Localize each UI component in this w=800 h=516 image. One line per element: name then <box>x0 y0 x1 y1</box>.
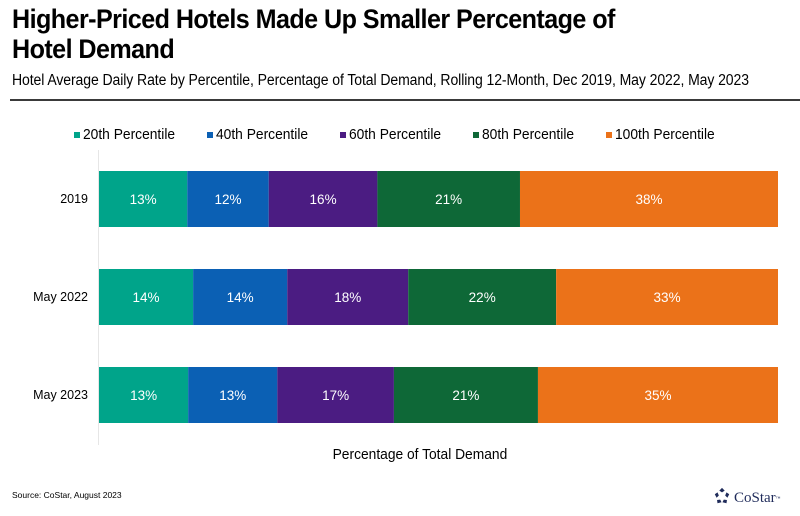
costar-logo-tm: ™ <box>775 495 781 502</box>
legend-swatch-60th <box>340 131 346 138</box>
data-label-may-2023-100th-percentile: 35% <box>644 388 671 403</box>
bar-segment-may-2023-40th-percentile <box>188 367 278 423</box>
legend-swatch-80th <box>473 131 479 138</box>
category-label-may-2022: May 2022 <box>33 290 88 304</box>
legend-label-80th: 80th Percentile <box>482 126 575 143</box>
x-axis-label-container: Percentage of Total Demand <box>0 446 800 463</box>
bar-segment-2019-40th-percentile <box>187 171 269 227</box>
data-label-2019-100th-percentile: 38% <box>635 192 662 207</box>
bar-segment-may-2022-60th-percentile <box>287 269 409 325</box>
data-label-may-2022-80th-percentile: 22% <box>469 290 496 305</box>
category-label-may-2023: May 2023 <box>33 388 88 402</box>
bar-segment-may-2023-20th-percentile <box>99 367 189 423</box>
data-label-2019-60th-percentile: 16% <box>310 192 337 207</box>
chart-title-line-2: Hotel Demand <box>12 34 175 64</box>
bar-segment-2019-60th-percentile <box>268 171 378 227</box>
bar-segment-may-2023-80th-percentile <box>393 367 538 423</box>
data-label-2019-20th-percentile: 13% <box>130 192 157 207</box>
data-label-may-2023-60th-percentile: 17% <box>322 388 349 403</box>
bar-segment-may-2023-60th-percentile <box>277 367 394 423</box>
legend-swatch-40th <box>207 131 213 138</box>
bar-segment-may-2022-100th-percentile <box>556 269 778 325</box>
legend-label-40th: 40th Percentile <box>216 126 309 143</box>
legend-item-40th: 40th Percentile <box>207 126 316 143</box>
category-label-2019: 2019 <box>60 192 88 206</box>
legend-swatch-100th <box>606 131 612 138</box>
data-label-may-2023-80th-percentile: 21% <box>452 388 479 403</box>
chart-subtitle: Hotel Average Daily Rate by Percentile, … <box>12 72 749 89</box>
bar-segment-2019-20th-percentile <box>99 171 188 227</box>
legend-label-100th: 100th Percentile <box>615 126 715 143</box>
y-axis-line <box>98 150 99 445</box>
bar-segment-may-2022-20th-percentile <box>99 269 194 325</box>
costar-logo-text: CoStar <box>734 490 776 506</box>
data-label-may-2022-100th-percentile: 33% <box>654 290 681 305</box>
data-label-may-2023-40th-percentile: 13% <box>219 388 246 403</box>
data-label-may-2022-60th-percentile: 18% <box>334 290 361 305</box>
data-label-may-2022-40th-percentile: 14% <box>227 290 254 305</box>
bar-segment-2019-100th-percentile <box>519 171 778 227</box>
legend-item-80th: 80th Percentile <box>473 126 582 143</box>
data-label-2019-40th-percentile: 12% <box>214 192 241 207</box>
legend-item-60th: 60th Percentile <box>340 126 449 143</box>
data-label-may-2022-20th-percentile: 14% <box>133 290 160 305</box>
bar-segment-may-2022-80th-percentile <box>408 269 557 325</box>
costar-logo: CoStar ™ <box>713 487 781 510</box>
legend-label-20th: 20th Percentile <box>83 126 176 143</box>
x-axis-label: Percentage of Total Demand <box>332 446 508 463</box>
source-note: Source: CoStar, August 2023 <box>12 490 122 500</box>
chart-title-line-1: Higher-Priced Hotels Made Up Smaller Per… <box>12 4 615 34</box>
legend-item-100th: 100th Percentile <box>606 126 723 143</box>
title-divider <box>10 99 800 101</box>
data-label-may-2023-20th-percentile: 13% <box>130 388 157 403</box>
legend-item-20th: 20th Percentile <box>74 126 183 143</box>
bar-segment-may-2022-40th-percentile <box>193 269 288 325</box>
legend-swatch-20th <box>74 131 80 138</box>
legend-label-60th: 60th Percentile <box>349 126 442 143</box>
costar-star-ring-icon <box>713 487 731 510</box>
bar-segment-may-2023-100th-percentile <box>537 367 778 423</box>
bar-segment-2019-80th-percentile <box>377 171 520 227</box>
chart-title: Higher-Priced Hotels Made Up Smaller Per… <box>12 4 737 64</box>
legend: 20th Percentile 40th Percentile 60th Per… <box>0 126 800 144</box>
data-label-2019-80th-percentile: 21% <box>435 192 462 207</box>
